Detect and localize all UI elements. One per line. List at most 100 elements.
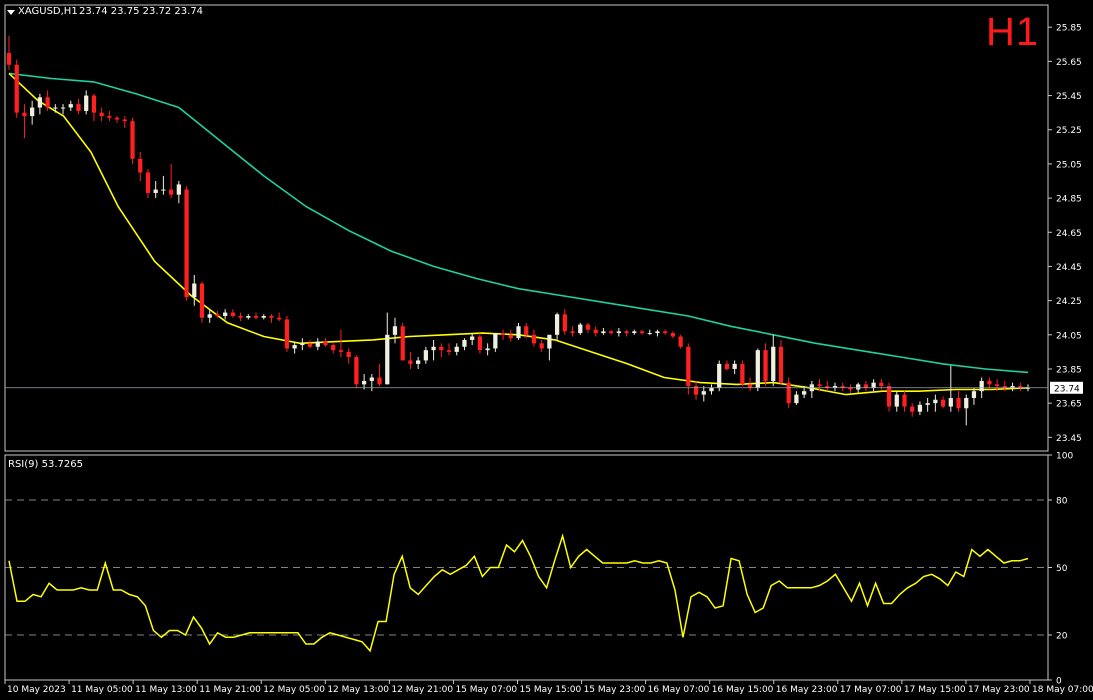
candle-body: [717, 363, 722, 388]
candle-body: [114, 117, 120, 120]
candle: [315, 338, 320, 351]
candle: [30, 100, 35, 125]
candle-body: [794, 394, 799, 404]
candle-body: [886, 386, 892, 407]
candle: [331, 343, 336, 354]
chart-frame: [4, 4, 1049, 681]
candle-body: [107, 116, 112, 118]
candle: [130, 117, 135, 164]
ema-fast-line: [8, 72, 1029, 396]
candle-body: [277, 317, 282, 320]
candle-body: [524, 326, 529, 335]
candle: [377, 363, 382, 387]
candle: [392, 317, 398, 344]
candle-body: [184, 189, 189, 298]
candle-body: [879, 382, 884, 387]
candle: [346, 348, 351, 364]
candle-body: [516, 326, 521, 339]
candle-body: [346, 351, 351, 358]
candle-body: [639, 331, 645, 334]
candle: [400, 322, 405, 361]
candle: [832, 382, 838, 392]
candle: [616, 327, 621, 337]
candle: [300, 338, 305, 351]
candle-body: [130, 121, 135, 159]
candle: [107, 110, 112, 122]
candle: [354, 355, 359, 388]
candle-body: [168, 189, 174, 195]
candle-body: [678, 336, 683, 347]
rsi-line: [8, 533, 1029, 653]
candle: [500, 329, 506, 340]
candle-body: [531, 334, 537, 344]
chart-menu-icon[interactable]: [7, 10, 15, 15]
candle-body: [740, 363, 745, 385]
candle-body: [14, 64, 19, 113]
candle-body: [848, 387, 853, 390]
candle: [539, 339, 544, 352]
candle: [994, 379, 1000, 392]
candle: [910, 403, 915, 417]
candle: [6, 35, 12, 70]
candle-body: [539, 343, 544, 349]
candle-body: [902, 394, 907, 407]
candle: [45, 90, 50, 111]
candle-body: [30, 107, 35, 117]
candle-body: [593, 329, 598, 334]
price-tick-label: 23.45: [1056, 434, 1082, 444]
candle: [771, 334, 776, 387]
candle-body: [987, 380, 992, 385]
candle: [894, 391, 899, 412]
candle-body: [477, 336, 483, 351]
candle-body: [223, 312, 228, 317]
candle: [261, 314, 266, 320]
candle: [524, 322, 529, 339]
candle: [416, 357, 421, 369]
candle-body: [238, 316, 243, 318]
candle: [122, 116, 127, 129]
time-tick-label: 16 May 15:00: [712, 685, 774, 695]
price-tick-label: 23.85: [1056, 365, 1082, 375]
candle: [153, 181, 158, 199]
candle: [647, 329, 652, 335]
candle-body: [215, 314, 220, 317]
candle-body: [122, 119, 127, 122]
candle: [446, 343, 452, 356]
candle-body: [786, 382, 791, 404]
candle-body: [763, 350, 768, 381]
time-tick-label: 15 May 23:00: [584, 685, 646, 695]
candle-body: [547, 334, 552, 349]
candle: [886, 382, 892, 412]
time-tick-label: 17 May 07:00: [840, 685, 902, 695]
candle-body: [856, 384, 861, 390]
candle: [431, 339, 436, 361]
candle-body: [331, 345, 336, 351]
candle: [246, 314, 251, 320]
candle: [848, 384, 853, 393]
candle-body: [261, 316, 266, 318]
candle: [238, 312, 243, 322]
candle: [948, 365, 953, 412]
candle-body: [755, 350, 760, 388]
candle-body: [871, 382, 876, 388]
price-tick-label: 25.85: [1056, 24, 1082, 34]
candle: [439, 343, 444, 358]
candle: [68, 100, 73, 111]
candle: [686, 343, 691, 395]
candle-body: [161, 189, 166, 191]
candle-body: [964, 398, 969, 409]
candle: [724, 360, 730, 371]
rsi-tick-label: 20: [1056, 632, 1068, 642]
candle: [717, 360, 722, 392]
candle: [740, 360, 745, 387]
candle: [786, 377, 791, 409]
candle: [91, 93, 97, 122]
candle: [578, 322, 583, 335]
candle: [516, 322, 521, 340]
candle-body: [624, 331, 629, 334]
candle: [902, 391, 907, 412]
candle-body: [979, 380, 984, 392]
candle-body: [446, 350, 452, 352]
candle-body: [647, 333, 652, 335]
